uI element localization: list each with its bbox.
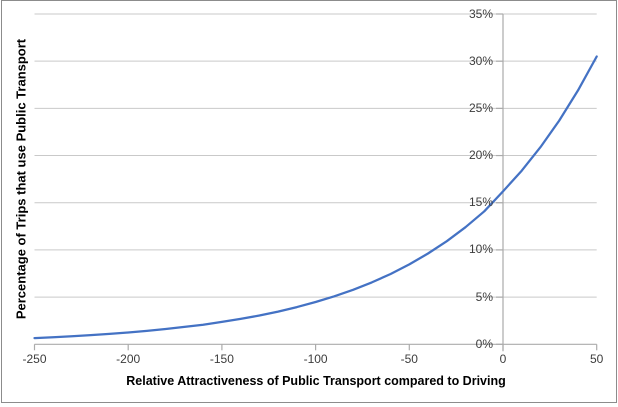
data-series-group bbox=[33, 55, 598, 340]
x-tick-label: 50 bbox=[590, 352, 604, 366]
y-tick-label: 0% bbox=[475, 336, 493, 351]
y-tick-label: 5% bbox=[475, 289, 493, 304]
x-tick-label: 0 bbox=[499, 352, 507, 366]
axis-lines bbox=[33, 13, 598, 352]
y-tick-label: 10% bbox=[468, 242, 493, 257]
x-tick-label: -200 bbox=[116, 352, 141, 366]
x-axis-title: Relative Attractiveness of Public Transp… bbox=[126, 374, 506, 388]
gridlines bbox=[34, 13, 597, 298]
y-tick-label: 35% bbox=[468, 6, 493, 21]
y-tick-label: 30% bbox=[468, 53, 493, 68]
x-tick-label: -150 bbox=[209, 352, 234, 366]
y-tick-label: 20% bbox=[468, 148, 493, 163]
y-axis-title: Percentage of Trips that use Public Tran… bbox=[13, 38, 29, 320]
x-tick-label: -100 bbox=[303, 352, 328, 366]
data-series-line bbox=[33, 55, 598, 340]
x-tick-label: -250 bbox=[22, 352, 47, 366]
x-tick-label: -50 bbox=[400, 352, 418, 366]
y-tick-label: 25% bbox=[468, 100, 493, 115]
y-tick-label: 15% bbox=[468, 195, 493, 210]
